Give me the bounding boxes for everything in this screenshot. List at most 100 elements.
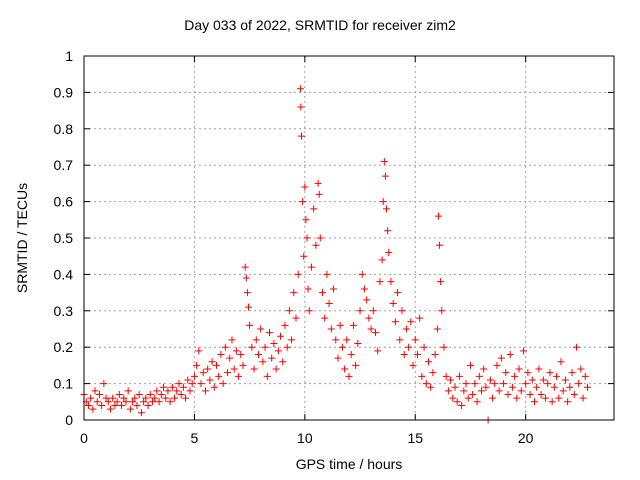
data-point	[91, 387, 99, 395]
data-point	[109, 394, 117, 402]
data-point	[381, 172, 389, 180]
data-point	[349, 321, 357, 329]
data-point	[257, 325, 265, 333]
data-point	[453, 398, 461, 406]
data-point	[433, 325, 441, 333]
data-point	[179, 383, 187, 391]
data-point	[334, 354, 342, 362]
data-point	[197, 380, 205, 388]
data-point	[298, 132, 306, 140]
data-point	[243, 289, 251, 297]
data-point	[204, 365, 212, 373]
data-point	[391, 318, 399, 326]
data-point	[384, 227, 392, 235]
data-point	[425, 358, 432, 366]
data-point	[343, 336, 351, 344]
data-point	[533, 383, 541, 391]
data-point	[283, 343, 291, 351]
data-point	[383, 205, 391, 213]
data-point	[259, 358, 267, 366]
y-tick-label: 0.6	[54, 194, 74, 210]
data-point	[522, 380, 530, 388]
data-point	[146, 391, 154, 399]
data-point	[102, 394, 110, 402]
data-point	[365, 314, 373, 322]
data-point	[572, 343, 580, 351]
data-point	[129, 398, 137, 406]
y-tick-label: 0.7	[54, 157, 74, 173]
data-point	[398, 307, 406, 315]
data-point	[493, 361, 501, 369]
data-point	[195, 347, 203, 355]
x-tick-label: 0	[80, 430, 88, 446]
data-point	[263, 372, 271, 380]
data-point	[188, 380, 196, 388]
data-point	[319, 289, 326, 297]
data-point	[579, 394, 587, 402]
data-point	[133, 401, 141, 409]
data-point	[436, 241, 444, 249]
data-point	[524, 369, 532, 377]
data-point	[369, 307, 377, 315]
data-point	[301, 183, 309, 191]
data-point	[323, 270, 331, 278]
data-point	[177, 391, 185, 399]
x-axis-label: GPS time / hours	[295, 456, 403, 472]
data-point	[190, 372, 198, 380]
data-point	[126, 405, 134, 413]
y-tick-label: 0.4	[54, 266, 74, 282]
data-point	[95, 391, 103, 399]
data-point	[352, 361, 360, 369]
data-point	[160, 383, 167, 391]
data-point	[422, 380, 430, 388]
data-point	[199, 369, 207, 377]
grid-lines	[84, 56, 614, 420]
data-point	[230, 365, 238, 373]
data-point	[500, 380, 508, 388]
data-point	[480, 365, 488, 373]
data-point	[548, 398, 556, 406]
chart-title: Day 033 of 2022, SRMTID for receiver zim…	[184, 17, 456, 33]
data-point	[442, 372, 450, 380]
data-point	[555, 394, 563, 402]
data-point	[358, 270, 366, 278]
data-point	[473, 398, 481, 406]
data-point	[387, 278, 395, 286]
data-point	[206, 376, 214, 384]
data-point	[162, 394, 170, 402]
data-point	[517, 387, 525, 395]
data-point	[252, 336, 260, 344]
data-point	[363, 296, 371, 304]
data-point	[93, 398, 101, 406]
data-point	[157, 391, 165, 399]
data-point	[239, 361, 247, 369]
data-point	[464, 394, 472, 402]
data-point	[186, 387, 194, 395]
data-point	[418, 372, 426, 380]
data-point	[277, 332, 285, 340]
data-point	[228, 336, 236, 344]
data-point	[325, 300, 333, 308]
data-point	[151, 394, 159, 402]
data-point	[166, 398, 174, 406]
data-point	[413, 350, 421, 358]
data-point	[542, 394, 550, 402]
data-point	[164, 387, 172, 395]
data-point	[300, 252, 308, 260]
x-tick-label: 15	[407, 430, 423, 446]
data-point	[327, 325, 335, 333]
data-point	[292, 314, 300, 322]
data-point	[400, 350, 408, 358]
data-point	[294, 270, 302, 278]
data-point	[215, 372, 223, 380]
data-point	[321, 314, 329, 322]
data-point	[431, 350, 439, 358]
data-point	[285, 307, 293, 315]
data-point	[131, 394, 139, 402]
data-point	[427, 383, 435, 391]
data-point	[372, 329, 379, 337]
data-point	[506, 350, 514, 358]
data-point	[535, 365, 543, 373]
data-point	[577, 365, 585, 373]
